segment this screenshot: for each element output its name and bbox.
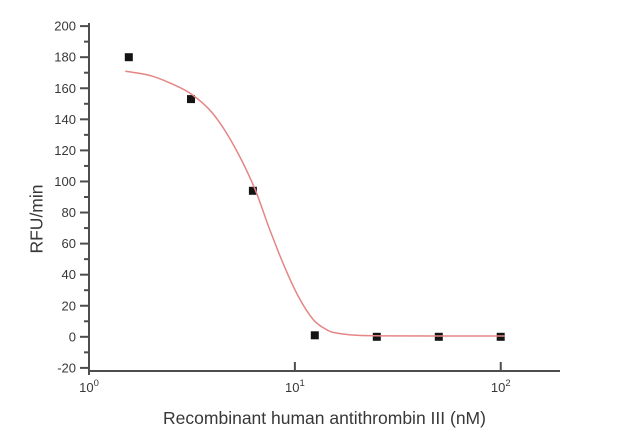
y-axis-title: RFU/min [26,184,47,254]
x-tick-label: 101 [285,378,305,395]
fit-curve-line [125,70,506,337]
data-point-marker [124,53,133,62]
data-point-marker [248,186,257,195]
y-tick-label: 40 [62,267,76,282]
y-tick-label: 80 [62,205,76,220]
data-point-marker [187,95,195,104]
x-tick-label: 100 [79,378,99,395]
y-tick-label: 140 [54,112,76,127]
data-point-marker [372,332,381,341]
data-point-marker [496,332,505,341]
y-tick-label: 20 [62,298,76,313]
y-tick-label: -20 [57,360,76,375]
y-tick-label: 180 [54,50,76,65]
y-tick-label: 160 [54,81,76,96]
x-tick-label: 102 [491,378,511,395]
data-point-marker [434,332,443,341]
y-tick-label: 120 [54,143,76,158]
y-tick-label: 0 [69,329,76,344]
y-tick-label: 60 [62,236,76,251]
y-tick-label: 200 [54,19,76,34]
x-axis-title: Recombinant human antithrombin III (nM) [163,408,486,428]
y-tick-label: 100 [54,174,76,189]
data-point-marker [310,331,319,340]
